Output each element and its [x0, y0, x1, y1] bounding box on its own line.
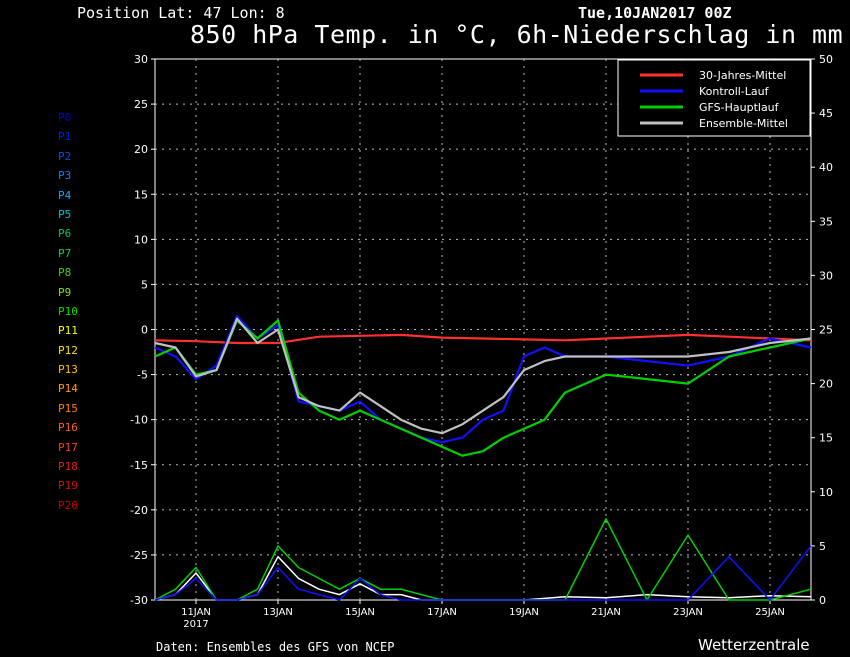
member-label: P3 — [58, 169, 72, 183]
member-label: P15 — [58, 401, 78, 415]
member-label: P18 — [58, 460, 78, 474]
plot-frame — [154, 58, 812, 601]
y-right-tick-label: 5 — [819, 540, 826, 553]
y-left-tick-label: 10 — [134, 233, 148, 246]
x-tick-label: 25JAN — [755, 607, 785, 618]
brand-name: Wetterzentrale — [698, 636, 810, 654]
member-label: P0 — [58, 111, 72, 124]
grid — [155, 59, 811, 600]
legend-label: Kontroll-Lauf — [699, 85, 770, 98]
legend-label: GFS-Hauptlauf — [699, 101, 780, 114]
ensemble-member-list: P0 P1 P2 P3 P4 P5 P6 P7 P8 P9 P10 P11 P12 P13 P14 P15 P1… — [58, 108, 78, 515]
member-label: P10 — [58, 304, 78, 318]
x-tick-label: 11JAN — [181, 607, 211, 618]
temperature-series — [154, 314, 812, 457]
y-axis-left: 30 25 20 15 10 5 0 -5 -10 -15 -20 -25 -30 — [130, 53, 155, 607]
y-left-tick-label: -25 — [130, 549, 148, 562]
temperature-line — [154, 319, 812, 457]
member-label: P8 — [58, 266, 72, 280]
y-right-tick-label: 35 — [819, 215, 833, 228]
legend-box — [617, 59, 811, 137]
y-left-tick-label: 30 — [134, 53, 148, 66]
legend-label: 30-Jahres-Mittel — [699, 69, 786, 82]
member-label: P6 — [58, 227, 72, 241]
precipitation-line — [154, 555, 812, 601]
x-tick-label: 19JAN — [509, 607, 539, 618]
run-date: Tue,10JAN2017 00Z — [578, 4, 732, 22]
precipitation-series — [154, 518, 812, 601]
legend-label: Ensemble-Mittel — [699, 117, 788, 130]
precipitation-line — [154, 545, 812, 601]
y-left-tick-label: 15 — [134, 188, 148, 201]
y-right-tick-label: 0 — [819, 594, 826, 607]
member-label: P4 — [58, 188, 72, 202]
position-label: Position Lat: 47 Lon: 8 — [77, 4, 285, 22]
member-label: P16 — [58, 421, 78, 435]
y-left-tick-label: -10 — [130, 414, 148, 427]
legend: 30-Jahres-Mittel Kontroll-Lauf GFS-Hauptla… — [617, 59, 811, 137]
y-left-tick-label: -30 — [130, 594, 148, 607]
x-tick-label: 17JAN — [427, 607, 457, 618]
y-right-tick-label: 10 — [819, 486, 833, 499]
y-right-tick-label: 20 — [819, 378, 833, 391]
y-left-tick-label: -15 — [130, 459, 148, 472]
y-left-tick-label: -20 — [130, 504, 148, 517]
y-right-tick-label: 15 — [819, 432, 833, 445]
temperature-line — [154, 317, 812, 435]
member-label: P19 — [58, 479, 78, 493]
member-label: P14 — [58, 382, 78, 396]
y-right-tick-label: 40 — [819, 161, 833, 174]
member-label: P2 — [58, 149, 72, 163]
precipitation-line — [154, 518, 812, 601]
x-tick-sublabel: 2017 — [183, 619, 208, 630]
y-left-tick-label: 20 — [134, 143, 148, 156]
member-label: P17 — [58, 440, 78, 454]
y-right-tick-label: 30 — [819, 269, 833, 282]
y-right-tick-label: 25 — [819, 324, 833, 337]
member-label: P5 — [58, 207, 72, 221]
member-label: P9 — [58, 285, 72, 299]
y-right-tick-label: 50 — [819, 53, 833, 66]
member-label: P7 — [58, 246, 72, 260]
x-tick-label: 23JAN — [673, 607, 703, 618]
x-tick-label: 21JAN — [591, 607, 621, 618]
y-left-tick-label: -5 — [137, 369, 148, 382]
y-left-tick-label: 0 — [141, 324, 148, 337]
member-label: P11 — [58, 324, 78, 338]
data-source: Daten: Ensembles des GFS von NCEP — [156, 640, 395, 654]
member-label: P20 — [58, 498, 78, 512]
temperature-line — [154, 314, 812, 444]
member-label: P12 — [58, 343, 78, 357]
chart-title: 850 hPa Temp. in °C, 6h-Niederschlag in … — [190, 20, 844, 49]
temperature-line — [154, 333, 812, 345]
x-tick-label: 13JAN — [263, 607, 293, 618]
y-right-tick-label: 45 — [819, 107, 833, 120]
y-left-tick-label: 5 — [141, 278, 148, 291]
member-label: P13 — [58, 363, 78, 377]
x-tick-label: 15JAN — [345, 607, 375, 618]
member-label: P1 — [58, 130, 72, 144]
y-left-tick-label: 25 — [134, 98, 148, 111]
